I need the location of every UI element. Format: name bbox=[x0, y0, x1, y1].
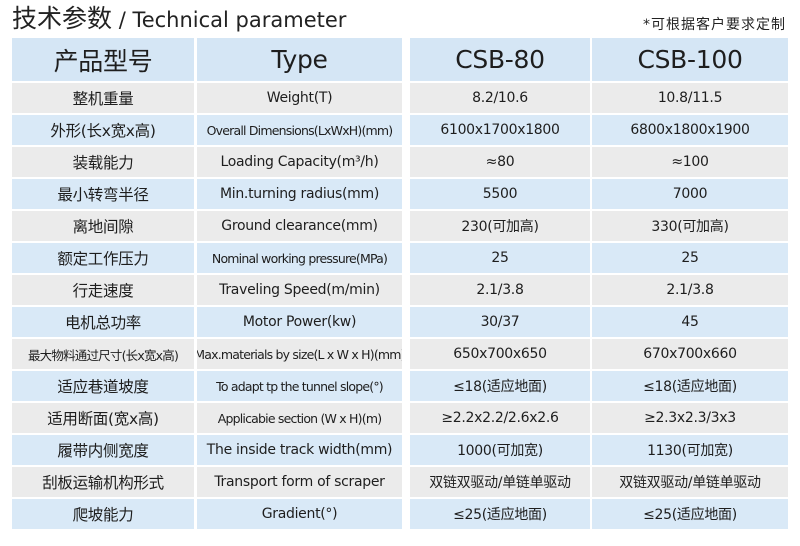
value-csb100: 25 bbox=[592, 243, 788, 273]
row-label-zh: 最小转弯半径 bbox=[12, 179, 194, 209]
value-csb100: 10.8/11.5 bbox=[592, 83, 788, 113]
value-csb80: 30/37 bbox=[410, 307, 590, 337]
value-csb100: 6800x1800x1900 bbox=[592, 115, 788, 145]
row-label-zh: 刮板运输机构形式 bbox=[12, 467, 194, 497]
value-csb100: 2.1/3.8 bbox=[592, 275, 788, 305]
value-csb80: 8.2/10.6 bbox=[410, 83, 590, 113]
row-label-en: Applicabie section (W x H)(m) bbox=[197, 403, 402, 433]
title-en: Technical parameter bbox=[132, 8, 347, 32]
value-csb80: 25 bbox=[410, 243, 590, 273]
value-csb100: ≈100 bbox=[592, 147, 788, 177]
value-csb100: ≤18(适应地面) bbox=[592, 371, 788, 401]
row-label-zh: 额定工作压力 bbox=[12, 243, 194, 273]
row-label-en: Motor Power(kw) bbox=[197, 307, 402, 337]
value-csb100: ≥2.3x2.3/3x3 bbox=[592, 403, 788, 433]
row-label-en: Nominal working pressure(MPa) bbox=[197, 243, 402, 273]
value-csb100: 330(可加高) bbox=[592, 211, 788, 241]
header-name-en: Type bbox=[197, 38, 402, 81]
row-label-zh: 外形(长x宽x高) bbox=[12, 115, 194, 145]
row-label-en: Overall Dimensions(LxWxH)(mm) bbox=[197, 115, 402, 145]
row-label-en: Gradient(°) bbox=[197, 499, 402, 529]
row-label-zh: 爬坡能力 bbox=[12, 499, 194, 529]
value-csb100: ≤25(适应地面) bbox=[592, 499, 788, 529]
row-label-en: Ground clearance(mm) bbox=[197, 211, 402, 241]
value-csb80: 双链双驱动/单链单驱动 bbox=[410, 467, 590, 497]
row-label-zh: 适用断面(宽x高) bbox=[12, 403, 194, 433]
value-csb80: 650x700x650 bbox=[410, 339, 590, 369]
value-csb100: 双链双驱动/单链单驱动 bbox=[592, 467, 788, 497]
value-csb80: 6100x1700x1800 bbox=[410, 115, 590, 145]
row-label-zh: 行走速度 bbox=[12, 275, 194, 305]
value-csb80: ≈80 bbox=[410, 147, 590, 177]
row-label-en: Min.turning radius(mm) bbox=[197, 179, 402, 209]
title-separator: / bbox=[112, 8, 133, 32]
row-label-zh: 适应巷道坡度 bbox=[12, 371, 194, 401]
value-csb100: 7000 bbox=[592, 179, 788, 209]
value-csb80: 2.1/3.8 bbox=[410, 275, 590, 305]
value-csb80: ≤18(适应地面) bbox=[410, 371, 590, 401]
row-label-zh: 整机重量 bbox=[12, 83, 194, 113]
parameter-values-table: CSB-80 CSB-100 8.2/10.6 10.8/11.5 6100x170… bbox=[410, 38, 788, 529]
row-label-zh: 装载能力 bbox=[12, 147, 194, 177]
value-csb80: 1000(可加宽) bbox=[410, 435, 590, 465]
header-name-zh: 产品型号 bbox=[12, 38, 194, 81]
title-zh: 技术参数 bbox=[12, 4, 113, 33]
header-model-csb100: CSB-100 bbox=[592, 38, 788, 81]
row-label-en: Transport form of scraper bbox=[197, 467, 402, 497]
value-csb80: ≤25(适应地面) bbox=[410, 499, 590, 529]
parameter-names-table: 产品型号 Type 整机重量 Weight(T) 外形(长x宽x高) Overall … bbox=[12, 38, 402, 529]
header-model-csb80: CSB-80 bbox=[410, 38, 590, 81]
value-csb80: 5500 bbox=[410, 179, 590, 209]
row-label-en: Max.materials by size(L x W x H)(mm) bbox=[197, 339, 402, 369]
row-label-zh: 电机总功率 bbox=[12, 307, 194, 337]
value-csb100: 670x700x660 bbox=[592, 339, 788, 369]
page-title: 技术参数 / Technical parameter bbox=[12, 2, 346, 37]
row-label-zh: 离地间隙 bbox=[12, 211, 194, 241]
row-label-en: Traveling Speed(m/min) bbox=[197, 275, 402, 305]
row-label-zh: 履带内侧宽度 bbox=[12, 435, 194, 465]
row-label-en: To adapt tp the tunnel slope(°) bbox=[197, 371, 402, 401]
value-csb100: 45 bbox=[592, 307, 788, 337]
row-label-en: Loading Capacity(m³/h) bbox=[197, 147, 402, 177]
row-label-en: Weight(T) bbox=[197, 83, 402, 113]
row-label-en: The inside track width(mm) bbox=[197, 435, 402, 465]
value-csb80: 230(可加高) bbox=[410, 211, 590, 241]
row-label-zh: 最大物料通过尺寸(长x宽x高) bbox=[12, 339, 194, 369]
value-csb100: 1130(可加宽) bbox=[592, 435, 788, 465]
customization-note: *可根据客户要求定制 bbox=[643, 17, 786, 33]
value-csb80: ≥2.2x2.2/2.6x2.6 bbox=[410, 403, 590, 433]
